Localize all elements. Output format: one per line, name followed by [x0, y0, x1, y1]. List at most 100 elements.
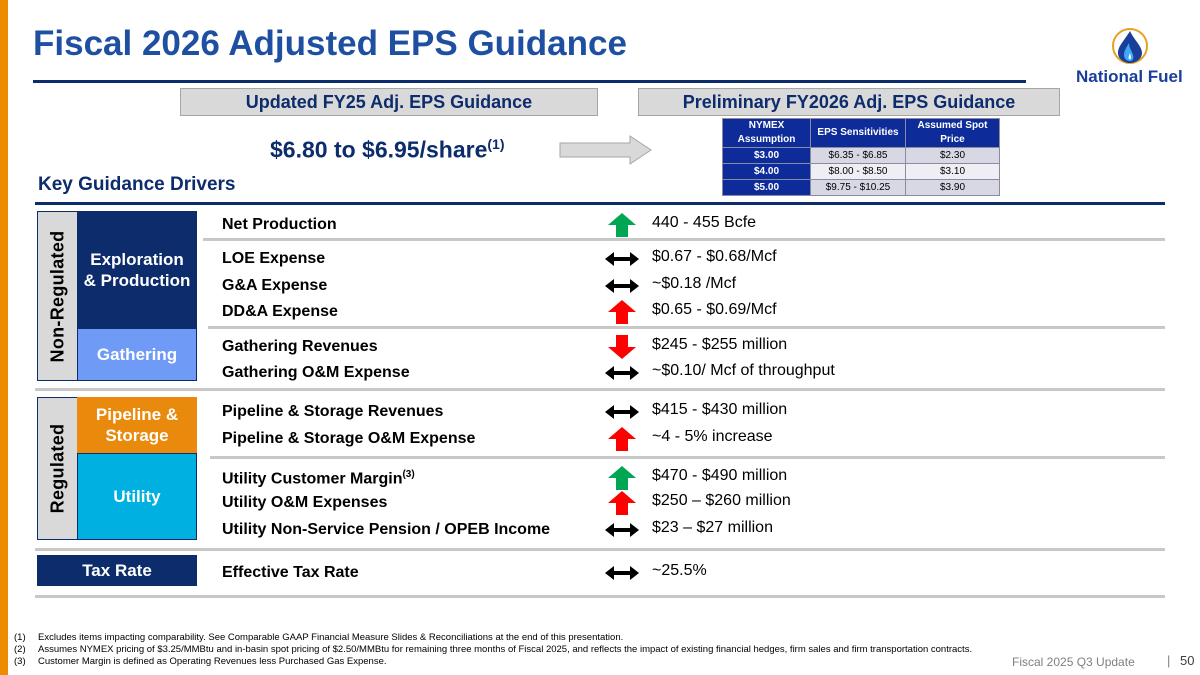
- driver-value: $250 – $260 million: [652, 492, 791, 509]
- table-cell: $3.00: [722, 147, 811, 164]
- table-row: $5.00 $9.75 - $10.25 $3.90: [722, 179, 1000, 196]
- driver-label-text: Gathering O&M Expense: [222, 364, 410, 381]
- footnote-number: (3): [14, 656, 26, 667]
- segment-utility: Utility: [77, 453, 197, 540]
- divider: [208, 326, 1165, 329]
- driver-label: Net Production: [222, 216, 337, 234]
- table-cell: $8.00 - $8.50: [810, 163, 906, 180]
- segment-gathering: Gathering: [77, 328, 197, 381]
- driver-label: Gathering O&M Expense: [222, 364, 410, 382]
- company-logo: National Fuel: [1072, 26, 1190, 88]
- double-arrow-icon: [605, 279, 639, 293]
- driver-value: $0.65 - $0.69/Mcf: [652, 301, 777, 318]
- driver-value: 440 - 455 Bcfe: [652, 214, 757, 231]
- key-drivers-heading: Key Guidance Drivers: [38, 174, 236, 195]
- up-arrow-icon: [608, 491, 636, 515]
- column-header: NYMEX Assumption: [722, 118, 811, 148]
- regulated-text: Regulated: [47, 423, 67, 514]
- divider: [35, 388, 1165, 391]
- regulated-label: Regulated: [37, 397, 78, 540]
- footnote: (1) Excludes items impacting comparabilit…: [14, 632, 623, 643]
- divider: [210, 456, 1165, 459]
- divider: [203, 238, 1165, 241]
- footnote-text: Excludes items impacting comparability. …: [38, 632, 624, 643]
- driver-label: Effective Tax Rate: [222, 564, 359, 582]
- driver-value: ~4 - 5% increase: [652, 428, 773, 445]
- divider: [35, 595, 1165, 598]
- driver-label: DD&A Expense: [222, 303, 338, 321]
- title-underline: [33, 80, 1026, 83]
- driver-label-text: Net Production: [222, 216, 337, 233]
- updated-fy25-header: Updated FY25 Adj. EPS Guidance: [180, 88, 598, 116]
- driver-label-text: Utility Customer Margin: [222, 470, 403, 488]
- driver-label-text: Pipeline & Storage Revenues: [222, 403, 444, 420]
- driver-value: $245 - $255 million: [652, 336, 788, 353]
- up-arrow-icon: [608, 427, 636, 451]
- down-arrow-icon: [608, 335, 636, 359]
- driver-label: Gathering Revenues: [222, 338, 378, 356]
- driver-value: ~25.5%: [652, 562, 707, 579]
- segment-exploration-production: Exploration & Production: [77, 211, 197, 328]
- segment-tax-rate: Tax Rate: [37, 555, 197, 586]
- page-number: 50: [1180, 653, 1195, 668]
- double-arrow-icon: [605, 252, 639, 266]
- section-rule: [35, 202, 1165, 205]
- column-header: Assumed Spot Price: [905, 118, 1000, 148]
- driver-label: Utility Customer Margin(3): [222, 469, 415, 488]
- up-arrow-icon: [608, 213, 636, 237]
- driver-label: G&A Expense: [222, 277, 327, 295]
- footnote: (3) Customer Margin is defined as Operati…: [14, 656, 387, 667]
- driver-label: Utility O&M Expenses: [222, 494, 387, 512]
- preliminary-fy26-header: Preliminary FY2026 Adj. EPS Guidance: [638, 88, 1060, 116]
- driver-label: Pipeline & Storage O&M Expense: [222, 430, 475, 448]
- table-cell: $3.90: [905, 179, 1000, 196]
- driver-label-text: Utility Non-Service Pension / OPEB Incom…: [222, 521, 551, 538]
- eps-sensitivity-table: NYMEX Assumption EPS Sensitivities Assum…: [722, 118, 1000, 196]
- driver-label-text: Utility O&M Expenses: [222, 494, 388, 511]
- flame-icon: [1112, 28, 1148, 64]
- footnote-number: (2): [14, 644, 26, 655]
- table-cell: $5.00: [722, 179, 811, 196]
- segment-pipeline-storage: Pipeline & Storage: [77, 397, 197, 453]
- driver-label-text: G&A Expense: [222, 277, 328, 294]
- table-header-row: NYMEX Assumption EPS Sensitivities Assum…: [722, 118, 1000, 148]
- driver-value: $415 - $430 million: [652, 401, 788, 418]
- page-title: Fiscal 2026 Adjusted EPS Guidance: [33, 24, 627, 63]
- accent-bar: [0, 0, 8, 675]
- driver-value: $470 - $490 million: [652, 467, 788, 484]
- up-arrow-icon: [608, 300, 636, 324]
- driver-value: ~$0.18 /Mcf: [652, 275, 737, 292]
- double-arrow-icon: [605, 405, 639, 419]
- footnote-text: Assumes NYMEX pricing of $3.25/MMBtu and…: [38, 644, 973, 655]
- divider: [35, 548, 1165, 551]
- footnote-number: (1): [14, 632, 26, 643]
- up-arrow-icon: [608, 466, 636, 490]
- driver-label-text: LOE Expense: [222, 250, 326, 267]
- table-cell: $2.30: [905, 147, 1000, 164]
- driver-label-text: Effective Tax Rate: [222, 564, 359, 581]
- footnote-ref: (3): [402, 469, 415, 480]
- table-cell: $6.35 - $6.85: [810, 147, 906, 164]
- driver-label-text: DD&A Expense: [222, 303, 338, 320]
- driver-value: $23 – $27 million: [652, 519, 773, 536]
- footnote-ref: (1): [487, 136, 505, 152]
- logo-text: National Fuel: [1076, 67, 1183, 86]
- driver-label: Pipeline & Storage Revenues: [222, 403, 443, 421]
- footer-divider: |: [1167, 653, 1171, 668]
- driver-value: ~$0.10/ Mcf of throughput: [652, 362, 835, 379]
- table-cell: $9.75 - $10.25: [810, 179, 906, 196]
- driver-label-text: Pipeline & Storage O&M Expense: [222, 430, 476, 447]
- driver-label: Utility Non-Service Pension / OPEB Incom…: [222, 521, 550, 539]
- table-cell: $3.10: [905, 163, 1000, 180]
- eps-guidance-range: $6.80 to $6.95/share(1): [270, 136, 505, 164]
- non-regulated-text: Non-Regulated: [47, 230, 67, 362]
- driver-label: LOE Expense: [222, 250, 325, 268]
- driver-label-text: Gathering Revenues: [222, 338, 378, 355]
- footnote-text: Customer Margin is defined as Operating …: [38, 656, 387, 667]
- footer-label: Fiscal 2025 Q3 Update: [1012, 655, 1135, 669]
- table-row: $4.00 $8.00 - $8.50 $3.10: [722, 163, 1000, 180]
- footnote: (2) Assumes NYMEX pricing of $3.25/MMBtu …: [14, 644, 972, 655]
- table-cell: $4.00: [722, 163, 811, 180]
- double-arrow-icon: [605, 523, 639, 537]
- table-row: $3.00 $6.35 - $6.85 $2.30: [722, 147, 1000, 164]
